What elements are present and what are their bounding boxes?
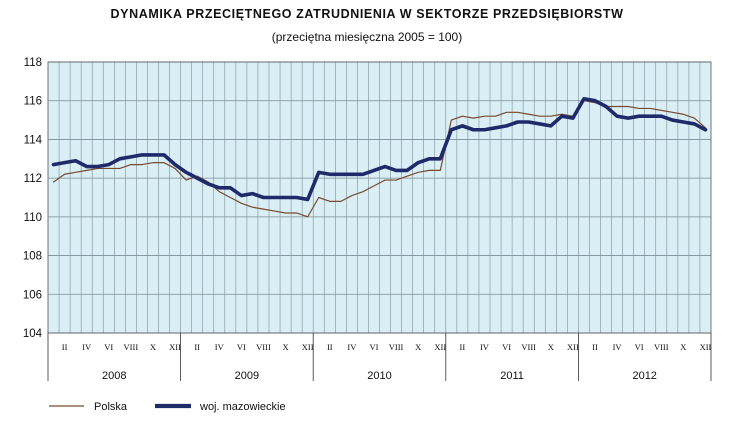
x-month-label: VI xyxy=(369,342,378,352)
x-year-label: 2010 xyxy=(367,370,391,382)
x-month-label: IV xyxy=(82,342,92,352)
y-tick-label: 112 xyxy=(24,173,42,185)
chart-subtitle: (przeciętna miesięczna 2005 = 100) xyxy=(272,30,462,44)
x-month-label: VIII xyxy=(389,342,404,352)
x-month-label: X xyxy=(680,342,686,352)
x-year-label: 2011 xyxy=(500,370,524,382)
y-tick-label: 106 xyxy=(23,289,42,301)
series-line-mazowieckie xyxy=(51,96,708,202)
x-month-label: VI xyxy=(104,342,113,352)
x-month-label: XII xyxy=(434,342,446,352)
x-month-label: XII xyxy=(567,342,579,352)
y-tick-label: 118 xyxy=(24,57,42,69)
plot-area xyxy=(47,61,712,334)
x-month-label: VIII xyxy=(256,342,271,352)
x-year-label: 2012 xyxy=(632,370,656,382)
x-year-label: 2009 xyxy=(235,370,259,382)
x-month-label: II xyxy=(460,342,466,352)
x-month-label: X xyxy=(415,342,421,352)
x-month-label: X xyxy=(283,342,289,352)
y-tick-label: 110 xyxy=(24,212,42,224)
legend: Polska woj. mazowieckie xyxy=(49,401,286,413)
y-axis: 104 106 108 110 112 114 116 118 xyxy=(23,57,43,340)
x-month-label: VIII xyxy=(654,342,669,352)
legend-label-polska: Polska xyxy=(94,401,128,413)
plot-frame xyxy=(47,61,712,334)
x-month-label: VIII xyxy=(124,342,139,352)
legend-label-mazowieckie: woj. mazowieckie xyxy=(199,401,286,413)
x-month-label: II xyxy=(592,342,598,352)
x-month-label: X xyxy=(548,342,554,352)
x-month-label: II xyxy=(327,342,333,352)
x-month-label: IV xyxy=(215,342,225,352)
x-month-label: IV xyxy=(347,342,357,352)
x-month-label: IV xyxy=(613,342,623,352)
x-year-label: 2008 xyxy=(102,370,126,382)
x-month-label: II xyxy=(62,342,68,352)
x-month-label: VIII xyxy=(521,342,536,352)
x-month-label: XII xyxy=(302,342,314,352)
x-month-label: VI xyxy=(237,342,246,352)
x-month-label: XII xyxy=(700,342,712,352)
x-month-label: VI xyxy=(502,342,511,352)
x-month-label: VI xyxy=(635,342,644,352)
y-tick-label: 116 xyxy=(24,96,42,108)
y-tick-label: 108 xyxy=(23,251,42,263)
series-layer xyxy=(51,96,708,218)
x-month-label: XII xyxy=(169,342,181,352)
x-month-label: X xyxy=(150,342,156,352)
y-tick-label: 104 xyxy=(23,328,43,340)
x-month-label: II xyxy=(194,342,200,352)
chart-title: DYNAMIKA PRZECIĘTNEGO ZATRUDNIENIA W SEK… xyxy=(111,7,624,21)
x-month-label: IV xyxy=(480,342,490,352)
y-tick-label: 114 xyxy=(24,134,43,146)
